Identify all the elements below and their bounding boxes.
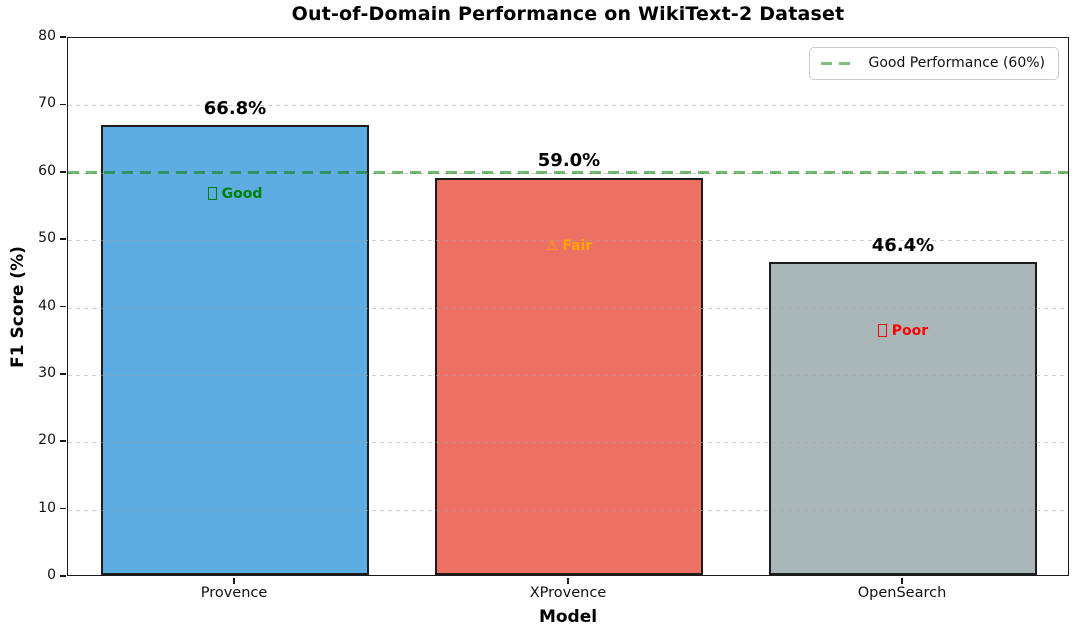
y-tick-label: 20 xyxy=(38,432,56,449)
legend-dash-icon xyxy=(821,61,858,65)
bars-layer xyxy=(68,38,1068,575)
bar-opensearch xyxy=(769,262,1037,575)
y-tick-label: 80 xyxy=(38,28,56,44)
overlay-layer: 66.8% Good 59.0% ⚠ Fair 46.4% Poor xyxy=(68,38,1068,575)
y-tick-label: 50 xyxy=(38,230,56,247)
legend: Good Performance (60%) xyxy=(809,47,1059,80)
gridline xyxy=(68,374,1068,376)
x-tick-label: OpenSearch xyxy=(857,585,947,601)
gridline xyxy=(68,240,1068,242)
y-tick-label: 30 xyxy=(38,364,56,381)
plot-area: 66.8% Good 59.0% ⚠ Fair 46.4% Poor Good Perfor… xyxy=(67,37,1069,576)
bar-value-label: 66.8% xyxy=(203,97,267,119)
bar-annotation: Poor xyxy=(803,323,1003,339)
legend-label: Good Performance (60%) xyxy=(868,55,1045,71)
y-tick-mark xyxy=(60,36,66,38)
threshold-line xyxy=(68,171,1068,175)
y-tick-mark xyxy=(60,170,66,173)
x-tick-mark xyxy=(567,578,569,584)
gridline xyxy=(68,509,1068,511)
y-tick-label: 60 xyxy=(38,162,56,179)
y-tick-mark xyxy=(60,440,66,443)
bar-annotation: ⚠ Fair xyxy=(545,238,593,255)
warning-icon: ⚠ xyxy=(545,238,559,255)
x-tick-mark xyxy=(901,578,903,584)
gridline xyxy=(68,442,1068,444)
y-tick-mark xyxy=(60,373,66,375)
y-tick-label: 40 xyxy=(38,297,56,314)
bar-value-label: 46.4% xyxy=(871,235,935,257)
y-tick-mark xyxy=(60,103,66,106)
bar-provence xyxy=(101,124,369,575)
y-tick-label: 70 xyxy=(38,95,56,112)
missing-glyph-icon xyxy=(877,324,887,338)
x-tick-label: XProvence xyxy=(529,585,607,601)
gridline xyxy=(68,307,1068,309)
y-tick-mark xyxy=(60,238,66,240)
y-tick-mark xyxy=(60,575,66,577)
x-axis-label: Model xyxy=(538,607,598,627)
y-tick-mark xyxy=(60,305,66,308)
gridline xyxy=(68,105,1068,107)
chart-title: Out-of-Domain Performance on WikiText-2 … xyxy=(291,3,845,25)
y-tick-label: 10 xyxy=(38,499,56,516)
x-tick-mark xyxy=(233,578,235,584)
missing-glyph-icon xyxy=(207,186,217,200)
bar-value-label: 59.0% xyxy=(537,150,601,172)
y-tick-mark xyxy=(60,507,66,510)
bar-xprovence xyxy=(435,177,703,575)
x-tick-label: Provence xyxy=(200,585,268,601)
bar-annotation: Good xyxy=(135,186,335,202)
y-tick-label: 0 xyxy=(47,567,56,583)
